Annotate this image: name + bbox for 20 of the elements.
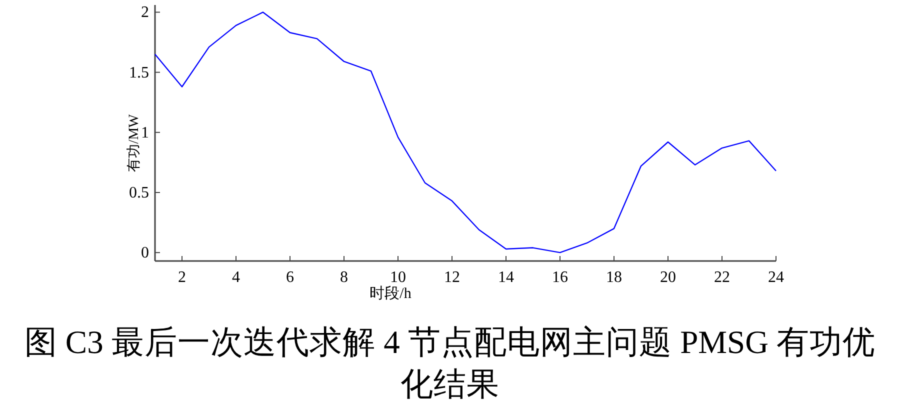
x-tick-label: 16 [552, 269, 568, 286]
caption: 图 C3 最后一次迭代求解 4 节点配电网主问题 PMSG 有功优化结果 [23, 324, 877, 405]
x-tick-label: 10 [390, 269, 406, 286]
x-tick-label: 6 [286, 269, 294, 286]
y-axis-title: 有功/MW [126, 113, 142, 172]
y-tick-label: 2 [141, 4, 149, 22]
y-tick-label: 0 [141, 244, 149, 262]
x-tick-label: 20 [660, 269, 676, 286]
x-axis-title: 时段/h [370, 285, 412, 302]
x-tick-label: 18 [606, 269, 622, 286]
y-tick-label: 1 [141, 124, 149, 142]
x-tick-label: 14 [498, 269, 514, 286]
x-tick-label: 22 [714, 269, 730, 286]
x-tick-label: 4 [232, 269, 240, 286]
y-tick-label: 1.5 [129, 64, 149, 82]
x-tick-label: 8 [340, 269, 348, 286]
x-tick-label: 24 [768, 269, 784, 286]
y-tick-label: 0.5 [129, 184, 149, 202]
x-tick-label: 2 [178, 269, 186, 286]
x-tick-label: 12 [444, 269, 460, 286]
